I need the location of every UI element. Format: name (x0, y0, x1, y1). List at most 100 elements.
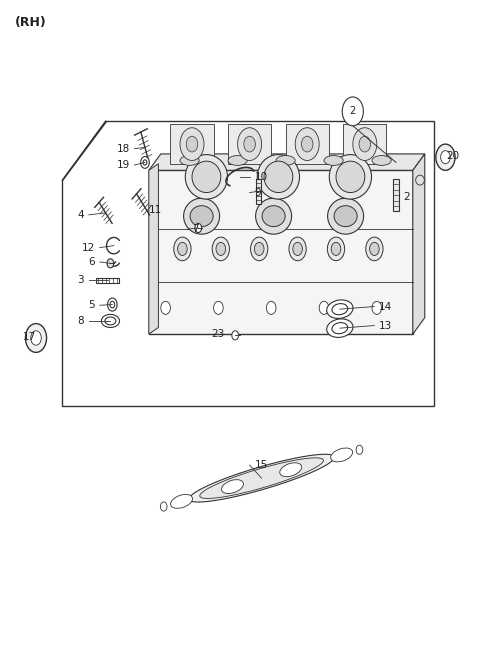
Text: 11: 11 (149, 204, 162, 215)
Ellipse shape (336, 161, 365, 193)
Ellipse shape (105, 317, 116, 325)
Circle shape (161, 301, 170, 314)
Text: 13: 13 (379, 320, 393, 331)
Circle shape (366, 237, 383, 261)
Ellipse shape (257, 155, 300, 199)
Ellipse shape (327, 319, 353, 337)
Text: 15: 15 (254, 460, 268, 470)
Ellipse shape (170, 495, 192, 508)
Circle shape (289, 237, 306, 261)
Polygon shape (149, 164, 158, 334)
Circle shape (342, 97, 363, 126)
Circle shape (195, 223, 202, 233)
Ellipse shape (180, 156, 199, 166)
Circle shape (441, 151, 450, 164)
Circle shape (160, 502, 167, 511)
Polygon shape (413, 154, 425, 334)
Circle shape (108, 298, 117, 311)
Ellipse shape (332, 323, 348, 333)
Circle shape (327, 237, 345, 261)
Text: 14: 14 (379, 301, 393, 312)
Ellipse shape (183, 198, 220, 234)
Text: 3: 3 (77, 275, 84, 286)
Text: 12: 12 (82, 242, 95, 253)
Ellipse shape (334, 206, 357, 227)
Text: 5: 5 (88, 300, 95, 310)
Polygon shape (96, 278, 119, 283)
Circle shape (436, 144, 455, 170)
Circle shape (174, 237, 191, 261)
Circle shape (143, 160, 147, 165)
Polygon shape (200, 458, 324, 498)
Ellipse shape (262, 206, 285, 227)
Circle shape (266, 301, 276, 314)
Polygon shape (394, 179, 398, 211)
Ellipse shape (332, 304, 348, 314)
Circle shape (356, 445, 363, 455)
Text: 2: 2 (403, 191, 410, 202)
Circle shape (141, 157, 149, 168)
Ellipse shape (192, 161, 221, 193)
Circle shape (214, 301, 223, 314)
Ellipse shape (101, 314, 120, 328)
Polygon shape (62, 121, 434, 406)
Polygon shape (343, 124, 386, 164)
Ellipse shape (185, 155, 228, 199)
Text: 20: 20 (446, 151, 459, 161)
Text: 2: 2 (349, 106, 356, 117)
Text: 23: 23 (211, 329, 225, 339)
Polygon shape (189, 455, 335, 502)
Circle shape (107, 259, 114, 268)
Ellipse shape (228, 156, 247, 166)
Ellipse shape (327, 300, 353, 318)
Text: 7: 7 (192, 224, 199, 234)
Circle shape (178, 242, 187, 255)
Circle shape (301, 136, 313, 152)
Circle shape (110, 301, 115, 308)
Text: 6: 6 (88, 257, 95, 267)
Circle shape (331, 242, 341, 255)
Text: (RH): (RH) (14, 16, 46, 29)
Ellipse shape (280, 463, 301, 477)
Circle shape (238, 128, 262, 160)
Text: 8: 8 (77, 316, 84, 326)
Polygon shape (256, 179, 261, 204)
Circle shape (295, 128, 319, 160)
Polygon shape (170, 124, 214, 164)
Ellipse shape (222, 479, 243, 493)
Ellipse shape (372, 156, 391, 166)
Polygon shape (149, 154, 425, 170)
Circle shape (31, 331, 41, 345)
Circle shape (370, 242, 379, 255)
Text: 17: 17 (23, 331, 36, 342)
Ellipse shape (190, 206, 213, 227)
Circle shape (319, 301, 329, 314)
Text: 19: 19 (116, 160, 130, 170)
Ellipse shape (331, 448, 353, 462)
Ellipse shape (255, 198, 291, 234)
Ellipse shape (327, 198, 364, 234)
Circle shape (251, 237, 268, 261)
Ellipse shape (324, 156, 343, 166)
Circle shape (359, 136, 371, 152)
Circle shape (353, 128, 377, 160)
Circle shape (180, 128, 204, 160)
Polygon shape (228, 124, 271, 164)
Polygon shape (149, 170, 413, 334)
Circle shape (25, 324, 47, 352)
Ellipse shape (276, 156, 295, 166)
Ellipse shape (264, 161, 293, 193)
Circle shape (372, 301, 382, 314)
Circle shape (293, 242, 302, 255)
Circle shape (232, 331, 239, 340)
Polygon shape (286, 124, 329, 164)
Ellipse shape (416, 175, 424, 185)
Text: 4: 4 (77, 210, 84, 220)
Ellipse shape (329, 155, 372, 199)
Text: 10: 10 (254, 172, 267, 182)
Text: 18: 18 (116, 143, 130, 154)
Circle shape (186, 136, 198, 152)
Circle shape (254, 242, 264, 255)
Circle shape (244, 136, 255, 152)
Text: 9: 9 (254, 187, 261, 198)
